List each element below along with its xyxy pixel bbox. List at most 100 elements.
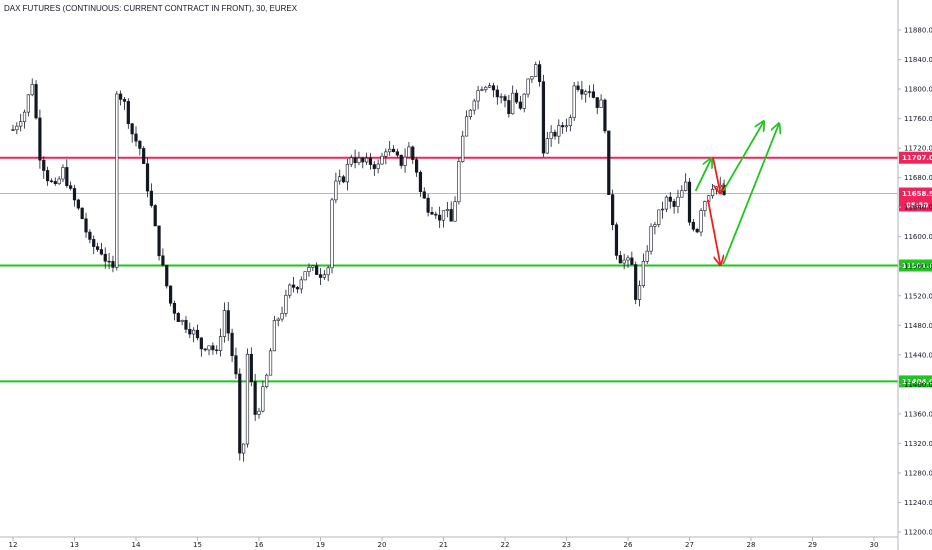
price-tick-label: 11840.0 [904, 56, 932, 64]
candle-body [488, 85, 492, 88]
price-tick-label: 11200.0 [904, 529, 932, 537]
time-tick-label: 30 [870, 541, 879, 549]
candle [69, 181, 73, 191]
candle [218, 328, 223, 357]
candle-body [57, 178, 61, 185]
candle [76, 198, 80, 211]
candle [80, 207, 84, 220]
candle [284, 289, 288, 317]
price-tick-label: 11560.0 [904, 263, 932, 271]
horizontal-levels[interactable]: 11707.0 11561.0 11404.0 11658.5 05:50 [0, 151, 932, 388]
candle [541, 74, 546, 157]
candle-body [461, 135, 465, 162]
candle-body [653, 224, 657, 227]
candle [203, 348, 207, 352]
candle [311, 264, 315, 272]
candle [261, 380, 265, 413]
candle [188, 322, 192, 339]
candle [687, 178, 692, 226]
candle [618, 251, 622, 264]
candle [222, 302, 227, 343]
candle [195, 324, 200, 341]
candle-body [218, 336, 223, 351]
candle [395, 148, 399, 158]
candle-body [61, 167, 65, 180]
time-tick-label: 12 [9, 541, 18, 549]
candle [168, 285, 173, 307]
candle [576, 81, 580, 92]
candle [176, 311, 180, 322]
candle [464, 110, 469, 137]
candle-body [395, 151, 399, 156]
candle-body [345, 163, 350, 183]
candle-body [580, 89, 584, 95]
candle [453, 196, 457, 222]
candle-body [476, 90, 480, 102]
candle [545, 131, 549, 154]
candle-body [668, 196, 672, 202]
candle [449, 201, 453, 222]
candle [468, 109, 473, 120]
candle-body [326, 267, 330, 276]
candle-body [507, 100, 511, 115]
candle-body [388, 148, 392, 153]
candle [238, 368, 242, 461]
candle [115, 91, 119, 271]
candle-body [564, 125, 569, 128]
candle-body [15, 125, 19, 131]
candle [388, 140, 392, 156]
candle-body [111, 261, 115, 268]
candle-body [480, 89, 484, 91]
candle-body [11, 129, 15, 131]
price-tick-label: 11480.0 [904, 322, 932, 330]
candle-body [703, 201, 707, 211]
candle [518, 95, 522, 111]
candle [192, 327, 196, 343]
candle-body [495, 89, 499, 98]
candle [119, 90, 123, 106]
candle [368, 153, 373, 170]
price-axis[interactable]: 11880.0 11840.0 11800.0 11760.0 11720.0 11680… [897, 0, 932, 550]
candle [710, 183, 715, 199]
candle [603, 98, 607, 134]
candle-body [372, 164, 376, 169]
candle-body [695, 228, 699, 233]
candle [257, 407, 261, 419]
candle-body [407, 146, 411, 158]
candle-body [541, 81, 546, 154]
candle [15, 122, 19, 135]
candle [572, 81, 576, 122]
candle-body [349, 157, 353, 165]
candle-body [464, 116, 469, 137]
candle [30, 78, 34, 97]
time-axis[interactable]: 12 13 14 15 16 19 20 21 22 23 26 27 28 29 30 [0, 536, 898, 549]
candle-body [330, 199, 334, 269]
candle [161, 248, 165, 267]
candle [211, 342, 215, 355]
candle-body [322, 274, 326, 278]
candle-body [368, 157, 373, 165]
time-tick-label: 19 [316, 541, 325, 549]
candle-body [664, 196, 669, 210]
candle [103, 247, 107, 269]
candle-body [626, 257, 630, 261]
candle-body [291, 284, 296, 288]
candle [49, 178, 54, 183]
candle-body [34, 84, 38, 119]
candle [457, 158, 461, 205]
projection-arrows[interactable] [694, 122, 779, 264]
candle [34, 80, 38, 120]
candle [145, 157, 150, 198]
candle-body [549, 131, 553, 139]
candle-body [522, 93, 526, 109]
candle-body [126, 101, 130, 124]
candle [480, 86, 484, 92]
candle-body [149, 190, 153, 206]
candle [699, 208, 703, 237]
candle-body [491, 85, 496, 91]
candle [272, 315, 276, 352]
level-tag-label: 11561.0 [902, 262, 932, 270]
candle [172, 300, 177, 321]
candle-body [591, 91, 596, 98]
